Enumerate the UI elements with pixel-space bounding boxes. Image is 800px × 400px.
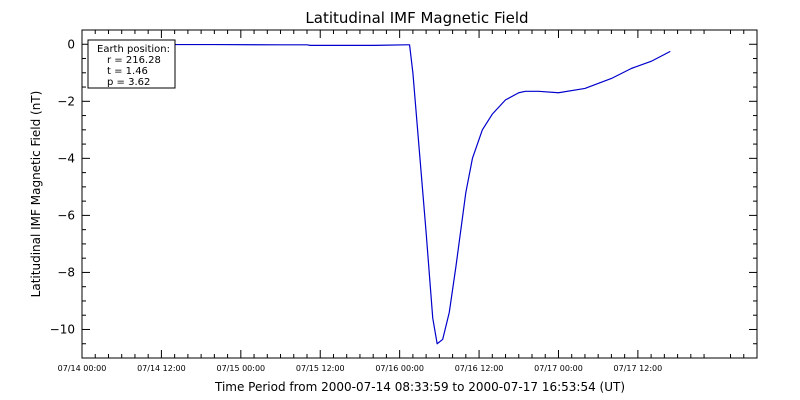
x-tick-label: 07/16 00:00 — [375, 364, 424, 373]
legend-frame — [87, 39, 176, 89]
y-tick-label: 0 — [67, 37, 75, 51]
y-tick-label: −6 — [57, 208, 75, 222]
y-tick-label: −8 — [57, 265, 75, 279]
legend-line-p: p = 3.62 — [107, 77, 150, 88]
plot-frame — [81, 29, 758, 359]
x-tick-label: 07/16 12:00 — [455, 364, 504, 373]
legend-box: Earth position: r = 216.28 t = 1.46 p = … — [87, 39, 176, 89]
y-tick-label: −4 — [57, 151, 75, 165]
x-tick-label: 07/17 12:00 — [614, 364, 663, 373]
y-axis: 0 −2 −4 −6 −8 −10 — [50, 37, 757, 345]
legend-line-t: t = 1.46 — [107, 66, 148, 77]
x-tick-label: 07/14 00:00 — [58, 364, 107, 373]
y-tick-label: −2 — [57, 94, 75, 108]
y-axis-label: Latitudinal IMF Magnetic Field (nT) — [29, 91, 43, 298]
plot-area — [81, 29, 758, 359]
x-axis: 07/14 00:00 07/14 12:00 07/15 00:00 07/15 1… — [58, 30, 745, 373]
legend-line-heading: Earth position: — [97, 44, 170, 55]
x-tick-label: 07/15 00:00 — [216, 364, 265, 373]
x-tick-label: 07/17 00:00 — [534, 364, 583, 373]
series-line — [138, 43, 671, 345]
series-layer — [138, 43, 671, 345]
x-tick-label: 07/14 12:00 — [137, 364, 186, 373]
x-axis-label: Time Period from 2000-07-14 08:33:59 to … — [214, 380, 625, 394]
x-tick-label: 07/15 12:00 — [296, 364, 345, 373]
y-tick-label: −10 — [50, 322, 75, 336]
chart-title: Latitudinal IMF Magnetic Field — [305, 9, 528, 27]
legend-line-r: r = 216.28 — [107, 55, 161, 66]
